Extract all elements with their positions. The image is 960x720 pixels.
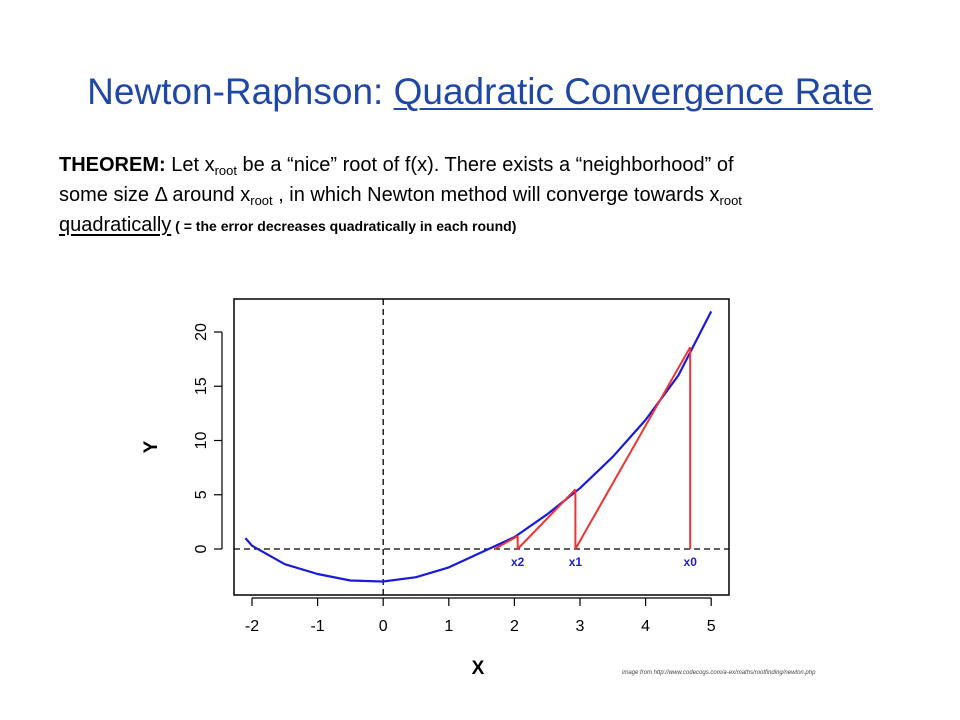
y-tick-label: 10 xyxy=(193,432,210,450)
x-tick-label: 1 xyxy=(444,618,453,635)
plot-frame xyxy=(233,298,730,596)
tangent-step-x1 xyxy=(516,488,577,550)
theorem-line-2: some size Δ around xroot , in which Newt… xyxy=(59,180,909,210)
y-tick-label: 0 xyxy=(193,544,210,553)
x-tick-label: 2 xyxy=(510,618,519,635)
x-tick-label: 0 xyxy=(379,618,388,635)
root-subscript: root xyxy=(214,163,237,178)
theorem-text: THEOREM: Let xroot be a “nice” root of f… xyxy=(59,150,909,241)
title-plain: Newton-Raphson: xyxy=(87,71,394,112)
theorem-line-3: quadratically ( = the error decreases qu… xyxy=(59,210,909,241)
x-tick-label: 5 xyxy=(707,618,716,635)
root-subscript: root xyxy=(250,193,273,208)
function-curve xyxy=(244,310,713,583)
x-tick-label: -1 xyxy=(310,618,324,635)
x-axis-label: X xyxy=(472,658,485,679)
title-underlined: Quadratic Convergence Rate xyxy=(393,71,873,112)
root-subscript: root xyxy=(719,193,742,208)
theorem-text-2: be a “nice” root of f(x). There exists a… xyxy=(237,154,734,176)
tangent-step-x2 xyxy=(494,535,519,550)
y-tick-label: 15 xyxy=(193,377,210,395)
x-tick-label: 4 xyxy=(641,618,650,635)
theorem-text-4: , in which Newton method will converge t… xyxy=(272,184,720,206)
iterate-label-x0: x0 xyxy=(684,555,698,569)
iterate-label-x2: x2 xyxy=(511,555,525,569)
x-tick-label: -2 xyxy=(245,618,259,635)
slide-title: Newton-Raphson: Quadratic Convergence Ra… xyxy=(0,70,960,114)
theorem-quadratically: quadratically xyxy=(59,214,172,236)
theorem-text-1: Let x xyxy=(165,154,215,176)
tangent-step-x0 xyxy=(574,346,692,550)
theorem-line-1: THEOREM: Let xroot be a “nice” root of f… xyxy=(59,150,909,180)
theorem-label: THEOREM: xyxy=(59,154,166,176)
y-tick-label: 5 xyxy=(193,490,210,499)
iterate-label-x1: x1 xyxy=(569,555,583,569)
image-credit: image from http://www.codecogs.com/a-ex/… xyxy=(622,670,816,676)
y-axis-label: Y xyxy=(141,440,162,453)
y-tick-label: 20 xyxy=(193,323,210,341)
theorem-note: ( = the error decreases quadratically in… xyxy=(171,218,517,234)
theorem-text-3: some size Δ around x xyxy=(59,184,251,206)
x-tick-label: 3 xyxy=(576,618,585,635)
